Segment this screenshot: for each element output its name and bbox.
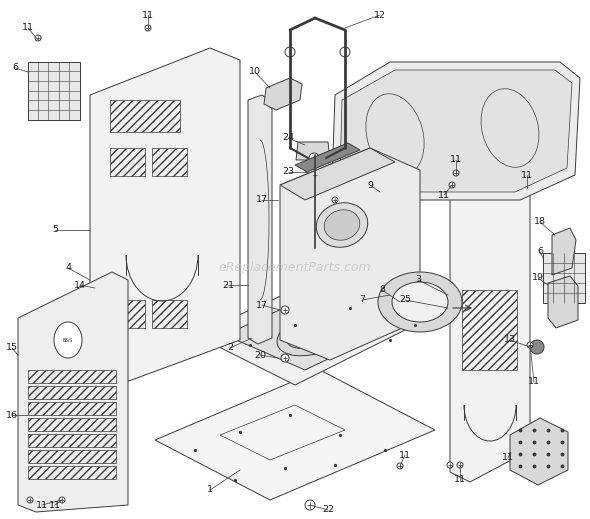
Text: 3: 3 <box>415 276 421 284</box>
Text: 14: 14 <box>74 280 86 290</box>
Ellipse shape <box>453 170 459 176</box>
Bar <box>28 418 116 431</box>
Polygon shape <box>28 62 80 120</box>
Ellipse shape <box>287 311 353 348</box>
Text: 6: 6 <box>12 63 18 73</box>
Polygon shape <box>18 272 128 512</box>
Text: 9: 9 <box>367 181 373 189</box>
Bar <box>462 290 517 370</box>
Ellipse shape <box>378 272 462 332</box>
Ellipse shape <box>35 35 41 41</box>
Bar <box>152 300 187 328</box>
Ellipse shape <box>447 462 453 468</box>
Text: 11: 11 <box>528 377 540 387</box>
Ellipse shape <box>457 462 463 468</box>
Polygon shape <box>90 48 240 385</box>
Polygon shape <box>543 253 585 303</box>
Ellipse shape <box>311 171 319 179</box>
Text: 13: 13 <box>504 335 516 345</box>
Ellipse shape <box>316 203 368 247</box>
Ellipse shape <box>332 197 338 203</box>
Text: 5: 5 <box>52 225 58 235</box>
Text: 11: 11 <box>521 171 533 180</box>
Bar <box>110 148 145 176</box>
Text: 22: 22 <box>322 506 334 514</box>
Ellipse shape <box>281 306 289 314</box>
Text: 6: 6 <box>537 248 543 256</box>
Polygon shape <box>195 260 455 385</box>
Ellipse shape <box>527 342 533 348</box>
Bar <box>28 370 116 383</box>
Ellipse shape <box>392 282 448 322</box>
Text: 24: 24 <box>282 133 294 143</box>
Text: 11: 11 <box>49 500 61 510</box>
Text: 4: 4 <box>65 264 71 272</box>
Ellipse shape <box>309 153 319 163</box>
Polygon shape <box>155 370 435 500</box>
Ellipse shape <box>305 500 315 510</box>
Ellipse shape <box>277 304 363 356</box>
Polygon shape <box>450 162 530 482</box>
Polygon shape <box>295 143 360 172</box>
Text: 11: 11 <box>399 450 411 459</box>
Text: 10: 10 <box>249 67 261 76</box>
Text: 21: 21 <box>222 280 234 290</box>
Bar <box>152 148 187 176</box>
Text: 11: 11 <box>438 190 450 199</box>
Polygon shape <box>264 78 302 110</box>
Polygon shape <box>548 276 578 328</box>
Text: 11: 11 <box>450 156 462 165</box>
Text: 7: 7 <box>359 295 365 305</box>
Text: 12: 12 <box>374 10 386 20</box>
Text: 8: 8 <box>379 285 385 294</box>
Text: 2: 2 <box>227 344 233 352</box>
Text: 23: 23 <box>282 168 294 176</box>
Bar <box>28 402 116 415</box>
Polygon shape <box>510 418 568 485</box>
Text: 19: 19 <box>532 274 544 282</box>
Polygon shape <box>296 142 330 160</box>
Text: 25: 25 <box>399 295 411 305</box>
Text: 17: 17 <box>256 301 268 309</box>
Polygon shape <box>225 275 430 370</box>
Ellipse shape <box>285 47 295 57</box>
Text: 11: 11 <box>36 500 48 510</box>
Text: 16: 16 <box>6 411 18 419</box>
Ellipse shape <box>397 463 403 469</box>
Text: 20: 20 <box>254 350 266 360</box>
Ellipse shape <box>145 25 151 31</box>
Text: 11: 11 <box>454 475 466 485</box>
Text: B&S: B&S <box>63 337 73 343</box>
Text: 18: 18 <box>534 217 546 226</box>
Polygon shape <box>280 148 395 200</box>
Ellipse shape <box>324 210 360 240</box>
Bar <box>110 300 145 328</box>
Polygon shape <box>332 62 580 200</box>
Ellipse shape <box>27 497 33 503</box>
Ellipse shape <box>530 340 544 354</box>
Polygon shape <box>248 95 272 344</box>
Polygon shape <box>280 148 420 360</box>
Text: 15: 15 <box>6 344 18 352</box>
Polygon shape <box>340 70 572 192</box>
Bar <box>110 100 180 132</box>
Text: 11: 11 <box>22 23 34 33</box>
Text: 11: 11 <box>142 10 154 20</box>
Ellipse shape <box>59 497 65 503</box>
Text: 17: 17 <box>256 196 268 204</box>
Bar <box>28 466 116 479</box>
Ellipse shape <box>449 182 455 188</box>
Polygon shape <box>552 228 576 275</box>
Bar <box>28 434 116 447</box>
Ellipse shape <box>340 47 350 57</box>
Bar <box>28 450 116 463</box>
Bar <box>28 386 116 399</box>
Ellipse shape <box>54 322 82 358</box>
Text: 11: 11 <box>502 454 514 462</box>
Text: eReplacementParts.com: eReplacementParts.com <box>219 262 371 275</box>
Text: 1: 1 <box>207 485 213 495</box>
Ellipse shape <box>281 354 289 362</box>
